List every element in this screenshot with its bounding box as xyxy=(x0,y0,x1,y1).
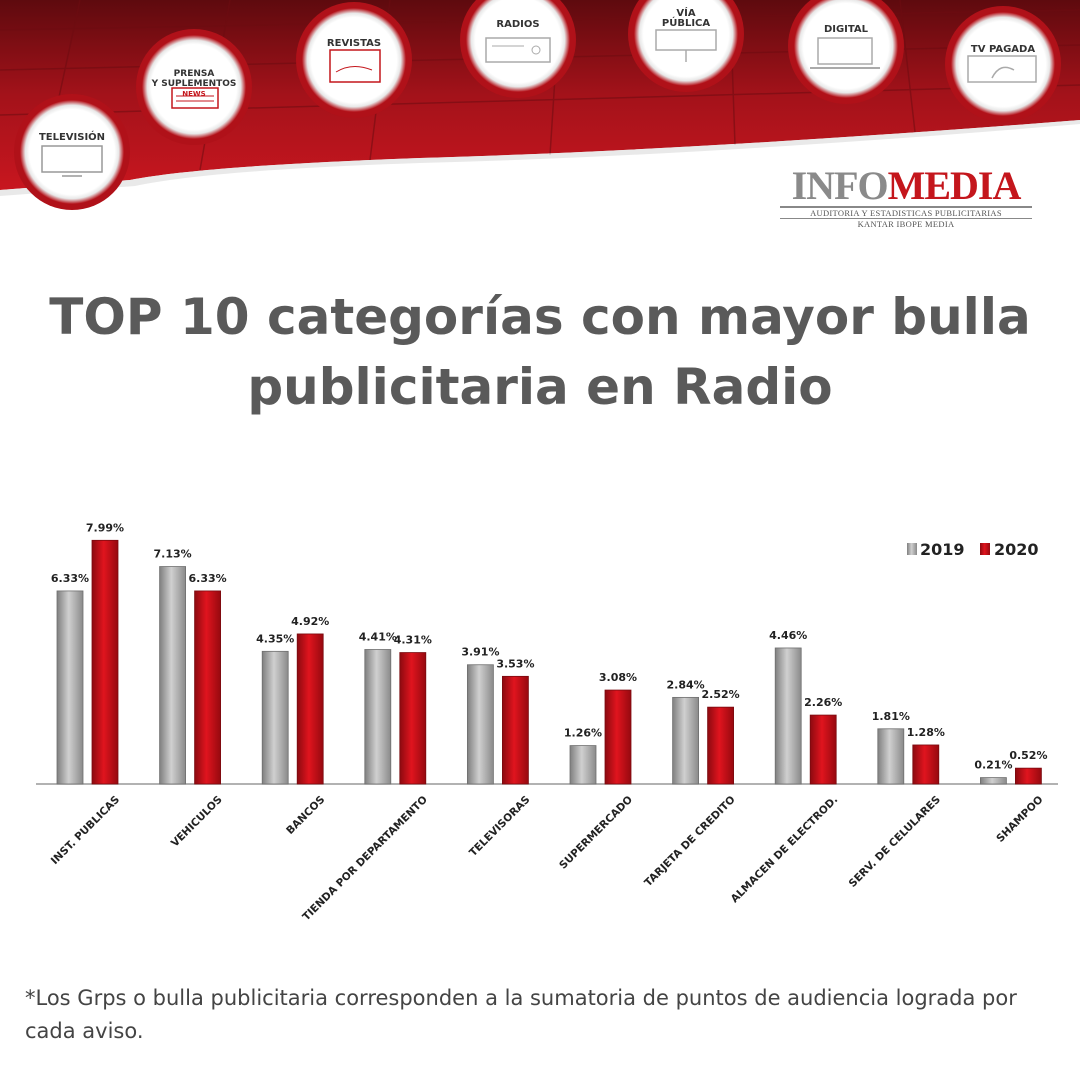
bar-value-label: 0.21% xyxy=(974,759,1012,772)
media-badge-label: TELEVISIÓN xyxy=(39,130,105,143)
media-badge-label: TV PAGADA xyxy=(971,44,1035,55)
bar-2019 xyxy=(466,664,494,785)
bar-value-label: 6.33% xyxy=(189,572,227,585)
legend-label-2019: 2019 xyxy=(920,540,965,559)
bar-value-label: 3.53% xyxy=(496,657,534,670)
bar-2020 xyxy=(91,539,119,785)
category-label: ALMACEN DE ELECTROD. xyxy=(729,794,841,906)
radio-icon xyxy=(485,37,551,63)
magazine-icon xyxy=(329,49,381,83)
media-badge-label: VÍA PÚBLICA xyxy=(662,6,711,29)
legend: 2019 2020 xyxy=(907,540,1039,559)
media-badge-prensa xyxy=(136,29,252,145)
bar-2019 xyxy=(56,590,84,785)
bar-2019 xyxy=(980,777,1007,785)
category-label: TARJETA DE CREDITO xyxy=(642,794,738,890)
bar-value-label: 0.52% xyxy=(1009,749,1047,762)
news-tag: NEWS xyxy=(182,90,205,98)
bar-value-label: 4.92% xyxy=(291,615,329,628)
bar-value-label: 2.26% xyxy=(804,696,842,709)
bar-value-label: 1.26% xyxy=(564,727,602,740)
media-badge-digital xyxy=(788,0,904,104)
category-label: BANCOS xyxy=(284,794,327,837)
bar-2020 xyxy=(296,633,324,785)
header-banner: TELEVISIÓN PRENSA Y SUPLEMENTOS NEWS REVI… xyxy=(0,0,1080,210)
bar-2019 xyxy=(159,566,187,785)
category-label: SUPERMERCADO xyxy=(557,794,635,872)
bar-value-label: 2.84% xyxy=(667,678,705,691)
category-label: SHAMPOO xyxy=(994,794,1045,845)
bar-2020 xyxy=(809,714,837,785)
logo-tagline: AUDITORIA Y ESTADISTICAS PUBLICITARIAS xyxy=(780,206,1032,219)
bar-2020 xyxy=(501,675,529,785)
bar-2019 xyxy=(364,649,392,785)
laptop-icon xyxy=(817,37,873,65)
bar-value-label: 3.08% xyxy=(599,671,637,684)
logo-part-2: MEDIA xyxy=(887,163,1022,208)
footnote: *Los Grps o bulla publicitaria correspon… xyxy=(25,986,1017,1043)
media-badge-label: RADIOS xyxy=(496,19,539,30)
legend-label-2020: 2020 xyxy=(994,540,1039,559)
bar-value-label: 6.33% xyxy=(51,572,89,585)
category-label: TIENDA POR DEPARTAMENTO xyxy=(300,794,430,924)
media-badge-label: PRENSA Y SUPLEMENTOS xyxy=(151,69,237,89)
bar-2019 xyxy=(672,696,699,785)
bar-2019 xyxy=(569,745,597,785)
bar-value-label: 4.41% xyxy=(359,630,397,643)
bar-value-label: 4.35% xyxy=(256,632,294,645)
bar-value-label: 2.52% xyxy=(702,688,740,701)
bar-2019 xyxy=(877,728,905,785)
media-badge-via-publica xyxy=(628,0,744,92)
bar-2020 xyxy=(707,706,734,785)
newspaper-icon xyxy=(171,87,219,109)
media-badge-label: DIGITAL xyxy=(824,24,869,35)
media-badge-label: REVISTAS xyxy=(327,38,381,49)
media-badge-revistas xyxy=(296,2,412,118)
tv-icon xyxy=(41,145,103,173)
bar-value-label: 7.13% xyxy=(154,548,192,561)
satellite-dish-icon xyxy=(967,55,1037,83)
bar-value-label: 3.91% xyxy=(461,646,499,659)
bar-chart: 6.33% 7.99% 7.13% 6.33% 4.35% 4.92% 4.41%4.31%… xyxy=(36,521,1058,924)
category-label: INST. PUBLICAS xyxy=(49,794,122,867)
infomedia-logo: INFOMEDIA AUDITORIA Y ESTADISTICAS PUBLI… xyxy=(776,166,1036,229)
bar-value-label: 1.81% xyxy=(872,710,910,723)
legend-swatch-2020 xyxy=(980,543,990,555)
bar-2020 xyxy=(604,689,632,785)
bar-value-label: 1.28% xyxy=(907,726,945,739)
category-label: SERV. DE CELULARES xyxy=(847,794,943,890)
page-title: TOP 10 categorías con mayor bulla public… xyxy=(49,288,1031,416)
bar-2020 xyxy=(399,652,427,785)
bar-2019 xyxy=(261,650,289,785)
media-badge-radios xyxy=(460,0,576,98)
bar-2020 xyxy=(1015,767,1042,785)
legend-swatch-2019 xyxy=(907,543,917,555)
media-badge-television xyxy=(14,94,130,210)
logo-part-1: INFO xyxy=(791,163,889,208)
media-badge-tv-pagada xyxy=(945,6,1061,122)
bar-2020 xyxy=(194,590,222,785)
category-label: TELEVISORAS xyxy=(467,794,532,859)
bar-2020 xyxy=(912,744,940,785)
bar-value-label: 7.99% xyxy=(86,521,124,534)
bar-value-label: 4.46% xyxy=(769,629,807,642)
bar-value-label: 4.31% xyxy=(394,634,432,647)
bar-2019 xyxy=(774,647,802,785)
category-label: VEHICULOS xyxy=(169,794,225,850)
logo-subtagline: KANTAR IBOPE MEDIA xyxy=(857,219,955,229)
